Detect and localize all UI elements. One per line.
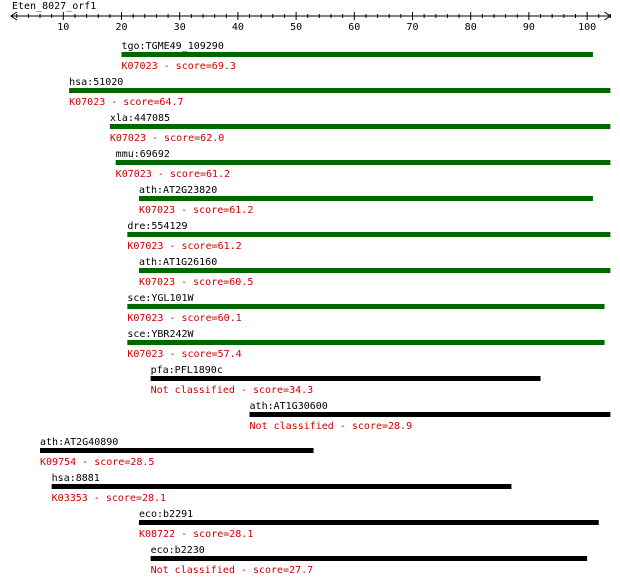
hit-bar [249, 412, 611, 417]
hit-row: mmu:69692 K07023 - score=61.2 [115, 149, 611, 180]
hit-name: tgo:TGME49_109290 [122, 41, 224, 52]
position-axis: 10 20 30 40 50 60 70 80 90 100 [10, 11, 612, 33]
axis-tick-label: 10 [57, 22, 69, 33]
hit-score-label: K07023 - score=61.2 [127, 241, 241, 252]
hit-row: hsa:8881 K03353 - score=28.1 [51, 473, 512, 504]
hit-score-label: K07023 - score=62.0 [110, 133, 224, 144]
axis-tick-label: 90 [523, 22, 535, 33]
hit-bar [115, 160, 611, 165]
hit-row: tgo:TGME49_109290 K07023 - score=69.3 [121, 41, 593, 72]
chart-title: Eten_8027_orf1 [12, 1, 96, 12]
hit-score-label: K07023 - score=60.1 [127, 313, 241, 324]
axis-arrow-left [10, 11, 18, 21]
hit-name: ath:AT2G23820 [139, 185, 217, 196]
hit-row: sce:YBR242W K07023 - score=57.4 [127, 329, 605, 360]
hit-score-label: Not classified - score=27.7 [151, 565, 314, 576]
axis-tick-label: 30 [174, 22, 186, 33]
hit-name: sce:YBR242W [127, 329, 194, 340]
hit-score-label: Not classified - score=34.3 [151, 385, 314, 396]
hit-bar [51, 484, 512, 489]
hit-row: eco:b2291 K08722 - score=28.1 [138, 509, 599, 540]
hit-rows: tgo:TGME49_109290 K07023 - score=69.3 hsa:… [40, 41, 611, 576]
hit-bar [69, 88, 611, 93]
hit-score-label: K07023 - score=61.2 [139, 205, 253, 216]
hit-bar [138, 268, 611, 273]
hit-bar [121, 52, 593, 57]
hit-row: ath:AT1G26160 K07023 - score=60.5 [138, 257, 611, 288]
hit-score-label: K07023 - score=57.4 [127, 349, 241, 360]
hit-bar [40, 448, 314, 453]
hit-score-label: K08722 - score=28.1 [139, 529, 253, 540]
hit-name: eco:b2230 [151, 545, 205, 556]
hit-score-label: Not classified - score=28.9 [250, 421, 413, 432]
hit-score-label: K07023 - score=60.5 [139, 277, 253, 288]
hit-name: xla:447085 [110, 113, 170, 124]
axis-tick-label: 60 [348, 22, 360, 33]
hit-score-label: K07023 - score=64.7 [69, 97, 183, 108]
hit-score-label: K07023 - score=69.3 [122, 61, 236, 72]
hit-row: eco:b2230 Not classified - score=27.7 [150, 545, 588, 576]
hit-bar [127, 304, 605, 309]
hit-row: sce:YGL101W K07023 - score=60.1 [127, 293, 605, 324]
axis-tick-label: 80 [465, 22, 477, 33]
hit-name: hsa:8881 [52, 473, 100, 484]
hit-bar [109, 124, 611, 129]
axis-tick-label: 20 [115, 22, 127, 33]
hit-row: pfa:PFL1890c Not classified - score=34.3 [150, 365, 541, 396]
hit-bar [138, 520, 599, 525]
hit-row: ath:AT2G23820 K07023 - score=61.2 [138, 185, 593, 216]
hit-bar [150, 556, 588, 561]
hit-name: eco:b2291 [139, 509, 193, 520]
hit-score-label: K09754 - score=28.5 [40, 457, 154, 468]
hit-row: ath:AT2G40890 K09754 - score=28.5 [40, 437, 314, 468]
hit-row: ath:AT1G30600 Not classified - score=28.9 [249, 401, 611, 432]
hit-bar [127, 232, 611, 237]
hit-name: hsa:51020 [69, 77, 123, 88]
axis-tick-label: 70 [406, 22, 418, 33]
axis-tick-label: 40 [232, 22, 244, 33]
hit-name: mmu:69692 [116, 149, 170, 160]
hit-score-label: K07023 - score=61.2 [116, 169, 230, 180]
hit-bar [138, 196, 593, 201]
hit-name: pfa:PFL1890c [151, 365, 223, 376]
hit-row: xla:447085 K07023 - score=62.0 [109, 113, 611, 144]
hit-row: dre:554129 K07023 - score=61.2 [127, 221, 611, 252]
hit-bar [150, 376, 541, 381]
axis-tick-label: 100 [578, 22, 596, 33]
axis-tick-label: 50 [290, 22, 302, 33]
hit-bar [127, 340, 605, 345]
hit-name: sce:YGL101W [127, 293, 194, 304]
hit-name: ath:AT1G30600 [250, 401, 328, 412]
hit-name: dre:554129 [127, 221, 187, 232]
hit-score-label: K03353 - score=28.1 [52, 493, 166, 504]
hit-name: ath:AT1G26160 [139, 257, 217, 268]
hit-name: ath:AT2G40890 [40, 437, 118, 448]
hit-row: hsa:51020 K07023 - score=64.7 [69, 77, 611, 108]
